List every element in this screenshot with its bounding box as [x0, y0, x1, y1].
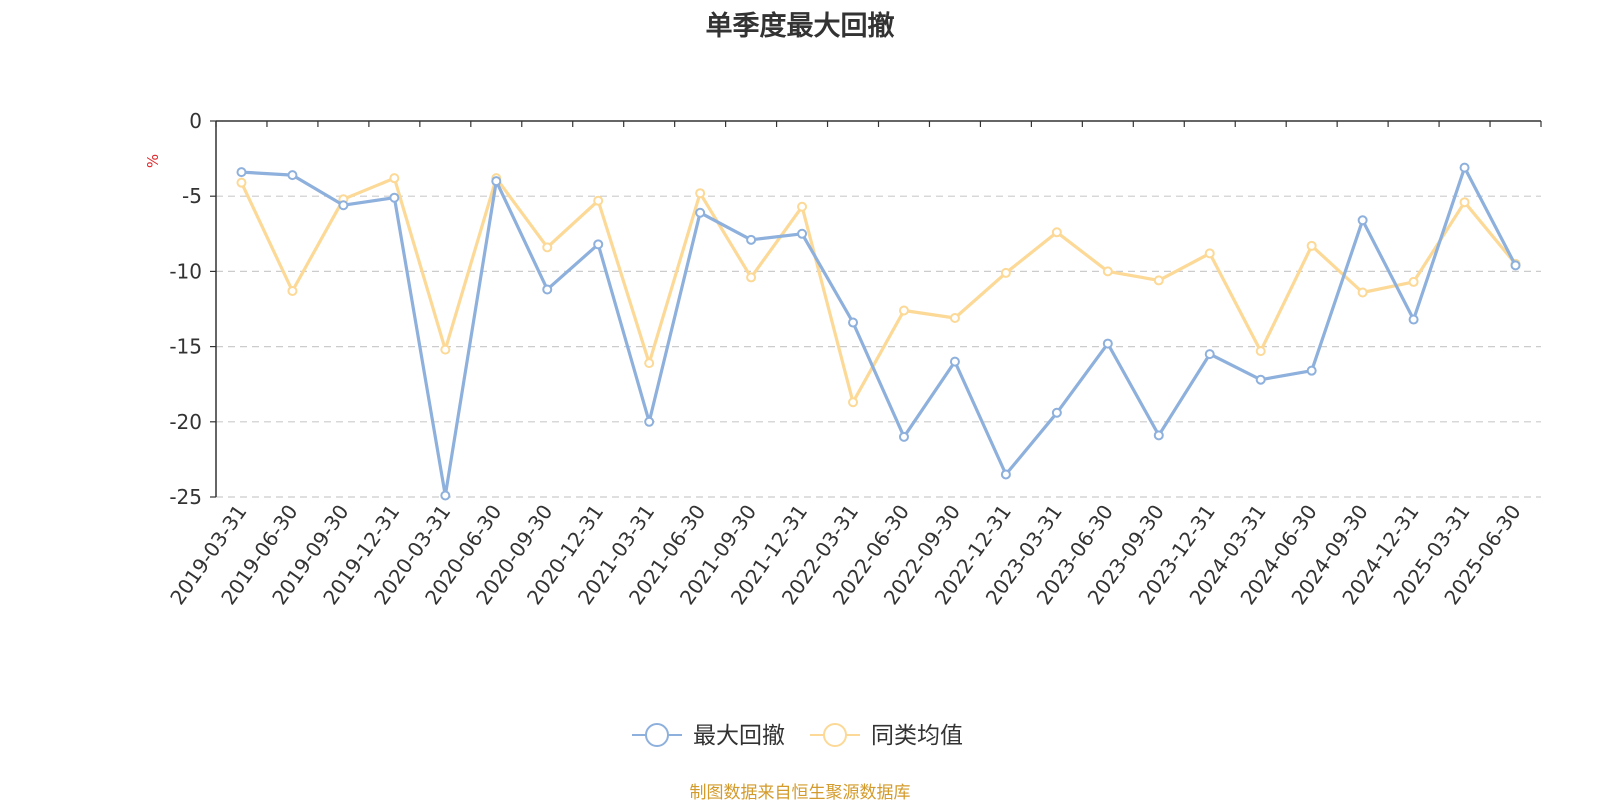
data-point [1306, 365, 1317, 376]
data-point [542, 284, 553, 295]
data-point [1051, 407, 1062, 418]
y-tick-label: 0 [189, 109, 202, 133]
data-point [1000, 267, 1011, 278]
data-point [440, 490, 451, 501]
data-point [1102, 266, 1113, 277]
data-point [338, 200, 349, 211]
y-tick-label: -5 [182, 184, 202, 208]
data-point [848, 397, 859, 408]
data-point [1000, 469, 1011, 480]
data-point [695, 188, 706, 199]
data-point [949, 313, 960, 324]
data-point [593, 195, 604, 206]
y-tick-label: -15 [169, 335, 202, 359]
data-point [644, 416, 655, 427]
data-point [949, 356, 960, 367]
data-point [1153, 275, 1164, 286]
data-point [1204, 248, 1215, 259]
data-point [542, 242, 553, 253]
data-point [898, 431, 909, 442]
data-point [1408, 314, 1419, 325]
data-point [898, 305, 909, 316]
data-point [1255, 374, 1266, 385]
y-tick-label: -25 [169, 485, 202, 509]
data-point [440, 344, 451, 355]
legend-max-drawdown-label: 最大回撤 [693, 723, 785, 749]
data-point [593, 239, 604, 250]
data-point [1408, 276, 1419, 287]
y-axis-label: % [144, 154, 162, 168]
data-point [287, 285, 298, 296]
data-point [1459, 162, 1470, 173]
series-line-max-drawdown [241, 166, 1517, 498]
legend-peer-average-marker [823, 723, 847, 747]
y-tick-label: -20 [169, 410, 202, 434]
data-point [236, 177, 247, 188]
line-chart: 0-5-10-15-20-25%2019-03-312019-06-302019… [144, 109, 1542, 749]
data-point [695, 207, 706, 218]
legend-max-drawdown-marker [645, 723, 669, 747]
series-line-peer-average [240, 176, 1517, 404]
data-point [1255, 346, 1266, 357]
chart-title: 单季度最大回撤 [705, 11, 895, 42]
data-point [236, 167, 247, 178]
data-point [1051, 227, 1062, 238]
data-point [491, 176, 502, 187]
data-point [1357, 287, 1368, 298]
data-point [746, 272, 757, 283]
data-point [746, 234, 757, 245]
data-point [1357, 215, 1368, 226]
data-point [389, 192, 400, 203]
data-point [1306, 240, 1317, 251]
data-point [1510, 260, 1521, 271]
data-point [1153, 430, 1164, 441]
data-point [644, 358, 655, 369]
source-note: 制图数据来自恒生聚源数据库 [689, 783, 911, 803]
data-point [287, 170, 298, 181]
legend-peer-average-label: 同类均值 [871, 723, 963, 749]
data-point [797, 228, 808, 239]
data-point [1204, 349, 1215, 360]
data-point [797, 201, 808, 212]
data-point [1459, 197, 1470, 208]
data-point [389, 173, 400, 184]
data-point [1102, 338, 1113, 349]
data-point [848, 317, 859, 328]
y-tick-label: -10 [169, 259, 202, 283]
